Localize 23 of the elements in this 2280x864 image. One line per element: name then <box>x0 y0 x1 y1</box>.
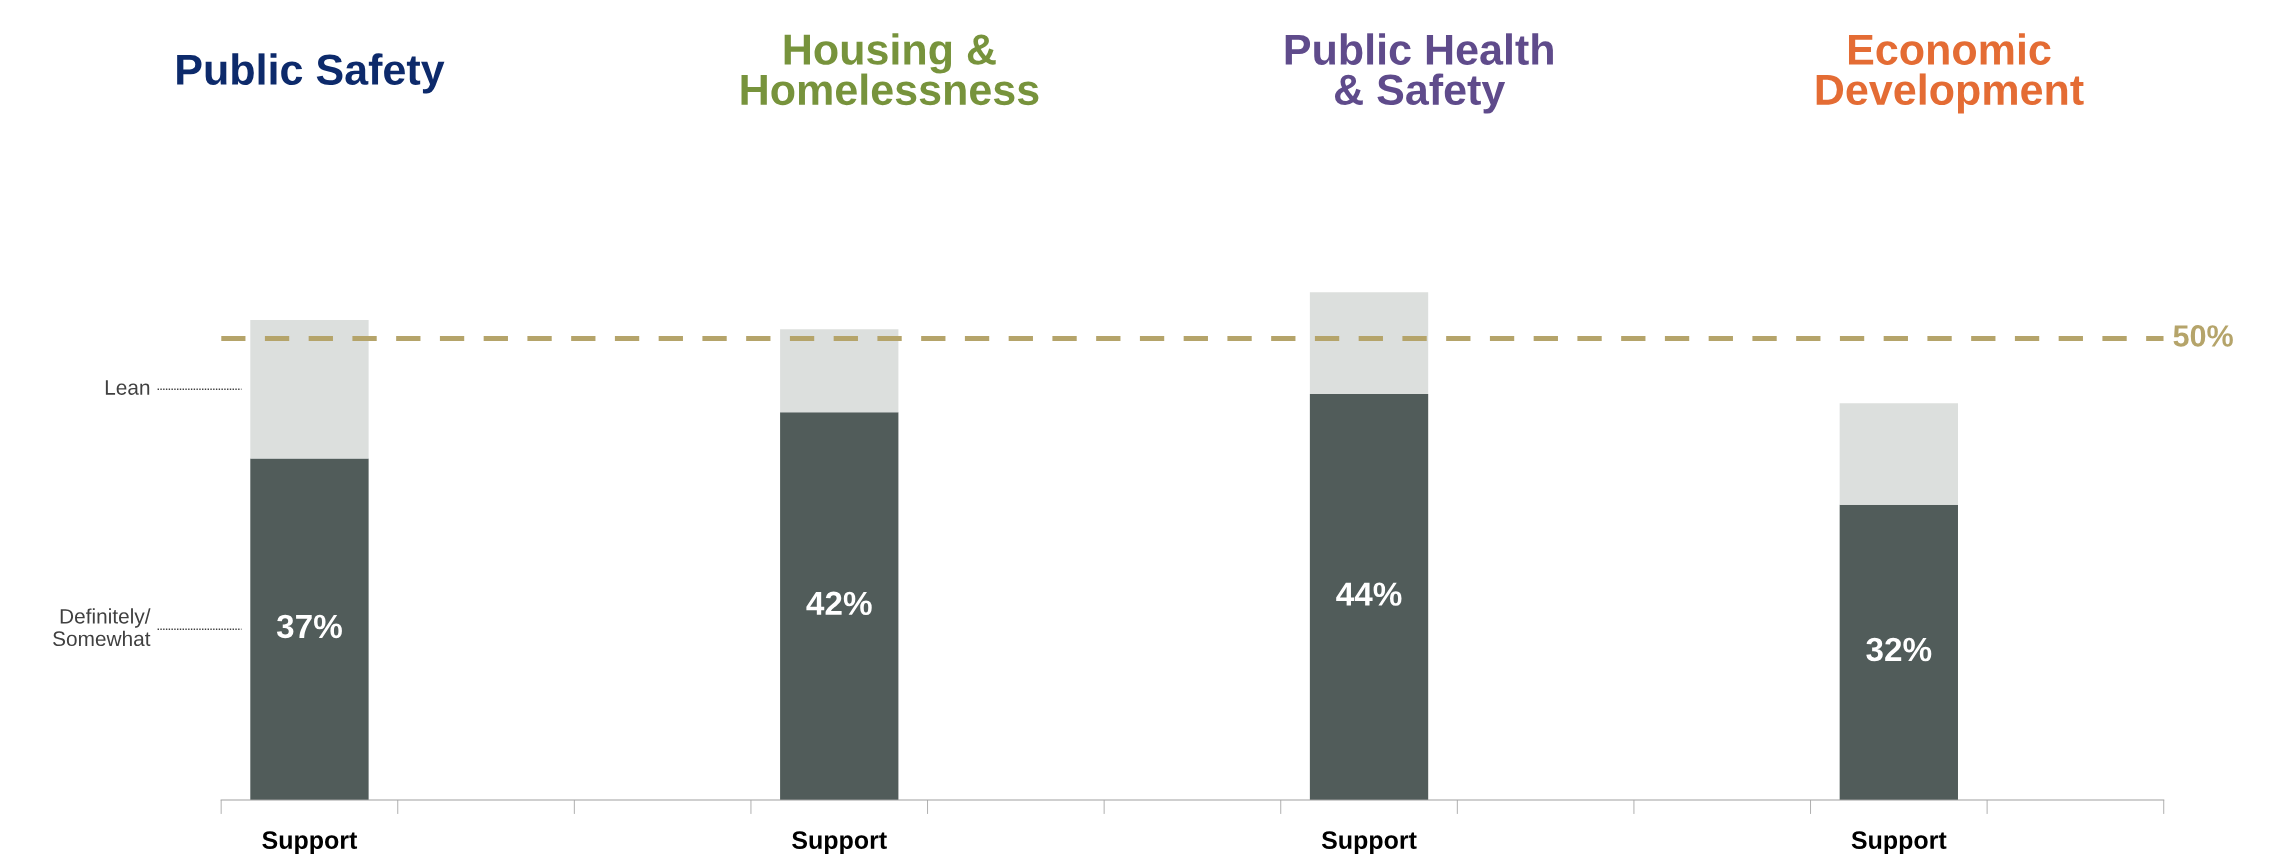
data-label: 37% <box>276 614 342 639</box>
bar <box>780 329 899 413</box>
bar <box>250 458 369 801</box>
text: Public Safety <box>177 53 445 94</box>
bar <box>780 412 899 801</box>
x-tick-label: Support <box>792 831 887 854</box>
ref-line-label: 50% <box>2173 325 2233 347</box>
x-tick-label: Support <box>1321 831 1417 854</box>
text: Public Health & Safety <box>1285 33 1553 114</box>
bar <box>250 320 369 459</box>
data-label: 32% <box>1866 637 1932 662</box>
data-label: 44% <box>1336 582 1402 606</box>
bar <box>1839 504 1958 801</box>
bar <box>1839 403 1958 505</box>
text: Lean <box>105 380 150 395</box>
x-tick-label: Support <box>262 831 358 854</box>
data-label: 42% <box>806 591 872 616</box>
text: Economic Development <box>1816 33 2084 114</box>
bar <box>1309 292 1429 394</box>
text: Housing & Homelessness <box>741 33 1039 106</box>
text: Definitely/ Somewhat <box>53 608 151 647</box>
bar <box>1309 393 1429 801</box>
x-tick-label: Support <box>1851 831 1947 854</box>
